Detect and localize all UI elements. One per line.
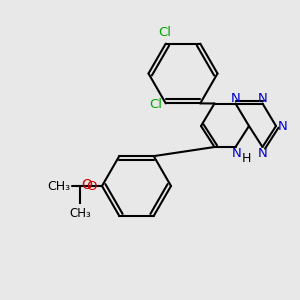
Text: Cl: Cl — [158, 26, 171, 39]
Text: CH₃: CH₃ — [70, 207, 91, 220]
Text: H: H — [242, 152, 252, 165]
Text: O: O — [82, 178, 92, 192]
Text: N: N — [278, 119, 287, 133]
Text: CH₃: CH₃ — [47, 179, 70, 193]
Text: N: N — [231, 92, 241, 105]
Text: N: N — [258, 146, 268, 160]
Text: N: N — [232, 147, 242, 160]
Text: Cl: Cl — [149, 98, 162, 111]
Text: N: N — [258, 92, 268, 105]
Text: O: O — [86, 179, 97, 193]
